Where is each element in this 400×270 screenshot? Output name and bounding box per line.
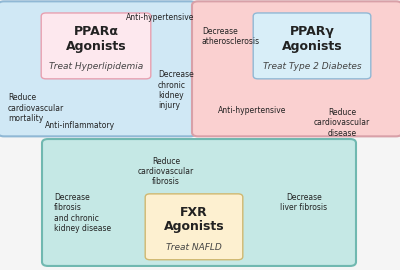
Text: PPARγ
Agonists: PPARγ Agonists <box>282 25 342 53</box>
Text: Reduce
cardiovascular
disease: Reduce cardiovascular disease <box>314 108 370 138</box>
FancyBboxPatch shape <box>253 13 371 79</box>
Text: Anti-hypertensive: Anti-hypertensive <box>218 106 286 115</box>
Text: Treat Hyperlipidemia: Treat Hyperlipidemia <box>49 62 143 71</box>
Text: Anti-inflammatory: Anti-inflammatory <box>45 121 115 130</box>
Text: Anti-hypertensive: Anti-hypertensive <box>126 13 194 22</box>
Text: Reduce
cardiovascular
fibrosis: Reduce cardiovascular fibrosis <box>138 157 194 186</box>
Text: Treat NAFLD: Treat NAFLD <box>166 243 222 252</box>
FancyBboxPatch shape <box>145 194 243 260</box>
Text: Decrease
liver fibrosis: Decrease liver fibrosis <box>280 193 328 212</box>
FancyBboxPatch shape <box>41 13 151 79</box>
Text: Decrease
atherosclerosis: Decrease atherosclerosis <box>202 27 260 46</box>
Text: FXR
Agonists: FXR Agonists <box>164 206 224 234</box>
Text: Decrease
fibrosis
and chronic
kidney disease: Decrease fibrosis and chronic kidney dis… <box>54 193 111 233</box>
Text: Reduce
cardiovascular
mortality: Reduce cardiovascular mortality <box>8 93 64 123</box>
Text: PPARα
Agonists: PPARα Agonists <box>66 25 126 53</box>
Text: Treat Type 2 Diabetes: Treat Type 2 Diabetes <box>263 62 361 71</box>
Text: Decrease
chronic
kidney
injury: Decrease chronic kidney injury <box>158 70 194 110</box>
FancyBboxPatch shape <box>192 1 400 136</box>
FancyBboxPatch shape <box>0 1 196 136</box>
FancyBboxPatch shape <box>42 139 356 266</box>
